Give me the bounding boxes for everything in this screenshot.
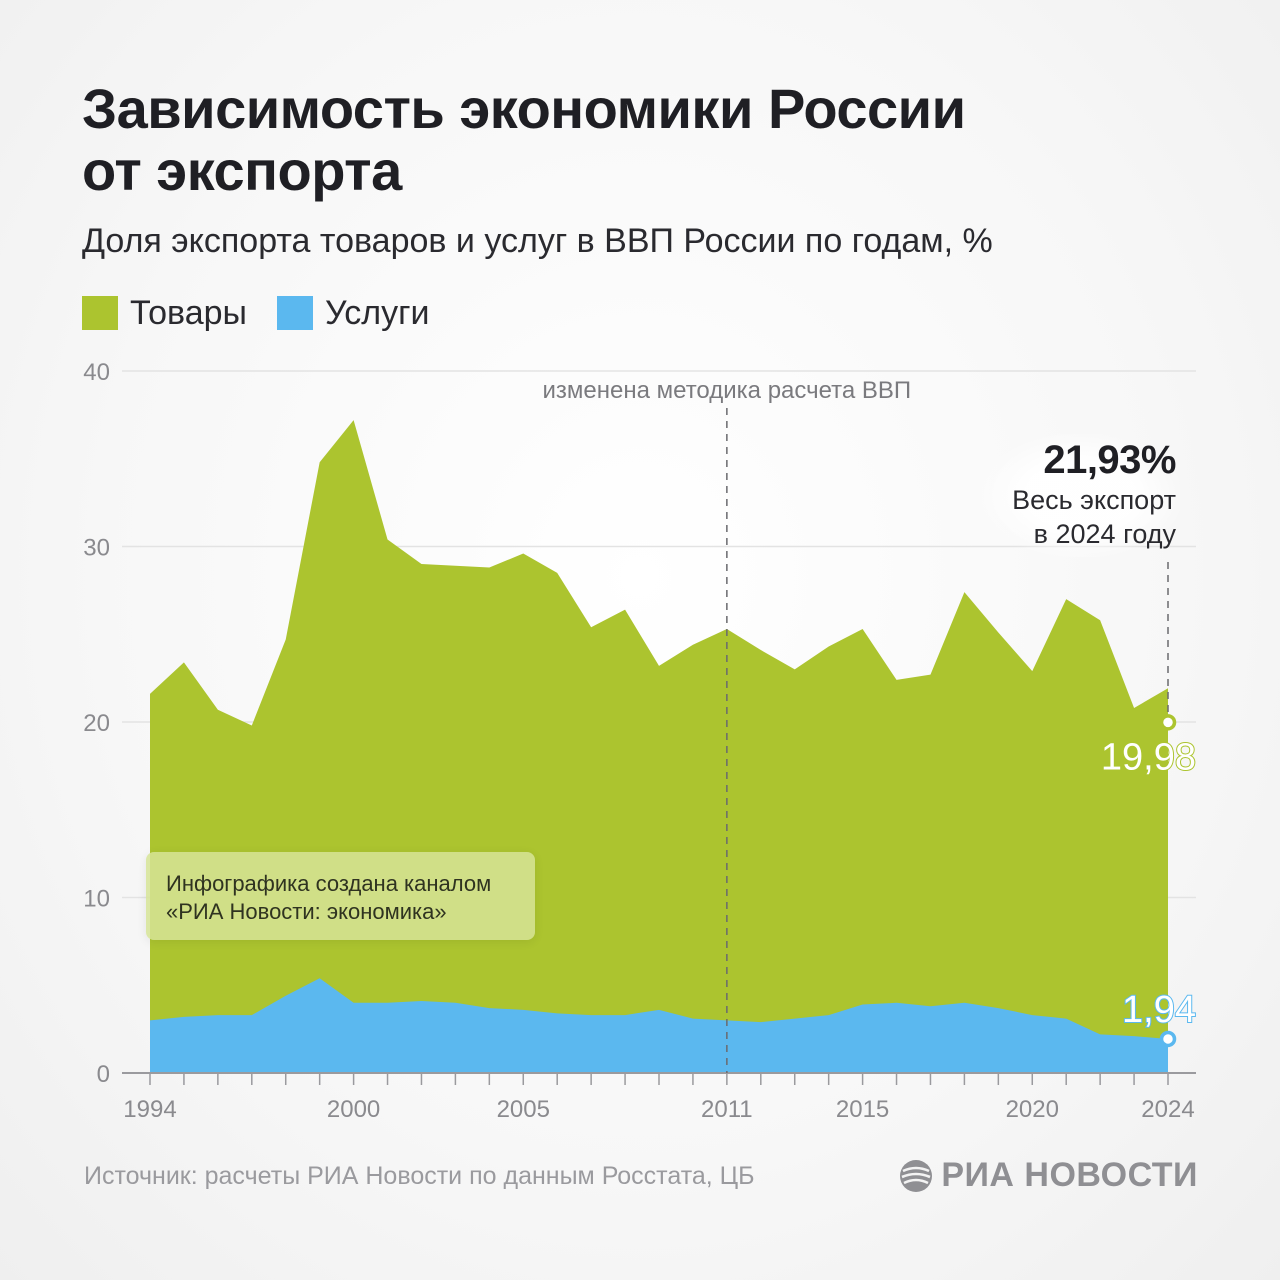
legend-item-services: Услуги [276, 293, 430, 333]
methodology-label: изменена методика расчета ВВП [543, 377, 912, 404]
brand-name: РИА НОВОСТИ [941, 1156, 1198, 1194]
y-tick-label: 40 [83, 359, 110, 386]
x-tick-label: 2000 [327, 1096, 380, 1123]
credit-box: Инфографика создана каналом «РИА Новости… [146, 852, 535, 940]
legend-swatch-services [276, 296, 313, 330]
subtitle: Доля экспорта товаров и услуг в ВВП Росс… [82, 222, 993, 260]
legend-swatch-goods [82, 296, 118, 330]
x-tick-label: 2015 [836, 1096, 889, 1123]
brand-logo: РИА НОВОСТИ [899, 1156, 1198, 1195]
x-tick-label: 2020 [1006, 1096, 1059, 1123]
y-tick-label: 30 [83, 535, 110, 562]
goods-end-marker [1159, 714, 1177, 731]
total-export-label-line2: в 2024 году [1033, 519, 1176, 549]
total-export-label-line1: Весь экспорт [1012, 485, 1176, 515]
x-tick-label: 2024 [1141, 1096, 1194, 1123]
x-tick-label: 2011 [701, 1096, 753, 1123]
credit-line-1: Инфографика создана каналом [166, 871, 492, 896]
services-end-marker [1159, 1030, 1177, 1048]
x-tick-label: 1994 [123, 1096, 176, 1123]
y-tick-label: 20 [83, 710, 110, 737]
title-line-1: Зависимость экономики России [82, 77, 966, 140]
page-title: Зависимость экономики России от экспорта [82, 78, 966, 202]
legend-label-services: Услуги [324, 293, 430, 332]
legend-label-goods: Товары [130, 293, 247, 332]
services-end-value-label: 1,94 [1122, 989, 1196, 1031]
legend-item-goods: Товары [82, 294, 247, 333]
legend: Товары Услуги [82, 290, 430, 336]
title-line-2: от экспорта [82, 139, 402, 202]
x-tick-label: 2005 [497, 1096, 550, 1123]
source-note: Источник: расчеты РИА Новости по данным … [84, 1162, 755, 1190]
y-tick-label: 0 [97, 1061, 110, 1088]
credit-line-2: «РИА Новости: экономика» [166, 899, 447, 924]
total-export-value: 21,93% [1043, 438, 1176, 482]
total-export-callout: 21,93% Весь экспорт в 2024 году [982, 434, 1180, 557]
series-area-services [150, 978, 1168, 1073]
y-tick-label: 10 [83, 886, 110, 913]
goods-end-value-label: 19,98 [1101, 736, 1196, 778]
ria-logo-icon [900, 1159, 933, 1192]
